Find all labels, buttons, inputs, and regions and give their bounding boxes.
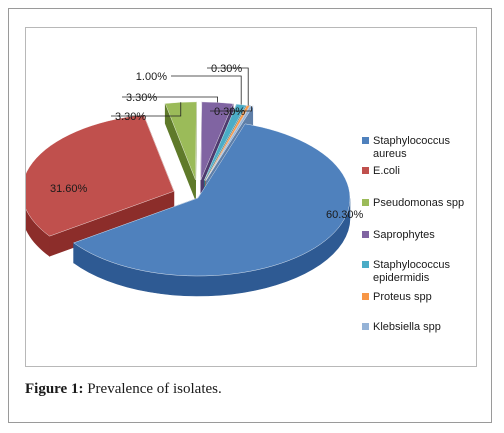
pie-slice-top xyxy=(200,101,234,180)
pie-slice-top xyxy=(21,114,175,237)
data-label: 0.30% xyxy=(211,63,242,75)
pie-slice-pseudomonas-spp xyxy=(164,101,197,200)
legend-swatch xyxy=(362,261,369,268)
caption-label: Figure 1: xyxy=(25,381,84,397)
data-label: 3.30% xyxy=(126,92,157,104)
data-label: 1.00% xyxy=(136,71,167,83)
chart-area: 60.30% 31.60% 3.30% 3.30% 1.00% 0.30% 0.30% Sta… xyxy=(21,27,477,367)
pie-slice-top xyxy=(73,123,351,277)
caption-text: Prevalence of isolates. xyxy=(83,381,222,397)
data-label: 31.60% xyxy=(50,183,88,195)
figure-frame: 60.30% 31.60% 3.30% 3.30% 1.00% 0.30% 0.30% Sta… xyxy=(8,8,492,423)
pie-slice-e-coli xyxy=(21,114,175,257)
legend-swatch xyxy=(362,323,369,330)
legend-label: Staphylococcus epidermidis xyxy=(373,259,451,284)
legend-swatch xyxy=(362,231,369,238)
data-label: 60.30% xyxy=(326,209,364,221)
legend-label: Pseudomonas spp xyxy=(373,197,464,209)
legend-swatch xyxy=(362,199,369,206)
label-leader-line xyxy=(210,106,252,112)
legend-swatch xyxy=(362,293,369,300)
label-leader-line xyxy=(207,67,249,106)
pie-chart: 60.30% 31.60% 3.30% 3.30% 1.00% 0.30% 0.30% Sta… xyxy=(21,63,464,333)
legend: Staphylococcus aureus E.coli Pseudomonas sp… xyxy=(362,135,464,333)
label-leader-line xyxy=(171,75,242,105)
legend-label: Saprophytes xyxy=(373,229,435,241)
label-leader-line xyxy=(111,102,182,117)
legend-swatch xyxy=(362,137,369,144)
data-label: 0.30% xyxy=(214,106,245,118)
pie-slice-staphylococcus-aureus xyxy=(73,122,351,297)
figure-caption: Figure 1: Prevalence of isolates. xyxy=(25,381,222,398)
legend-swatch xyxy=(362,167,369,174)
legend-label: Proteus spp xyxy=(373,291,432,303)
legend-label: Staphylococcus aureus xyxy=(373,135,451,160)
pie-slice-top xyxy=(164,101,197,180)
legend-label: Klebsiella spp xyxy=(373,321,441,333)
legend-label: E.coli xyxy=(373,165,400,177)
data-label: 3.30% xyxy=(115,111,146,123)
label-leader-line xyxy=(122,96,218,103)
